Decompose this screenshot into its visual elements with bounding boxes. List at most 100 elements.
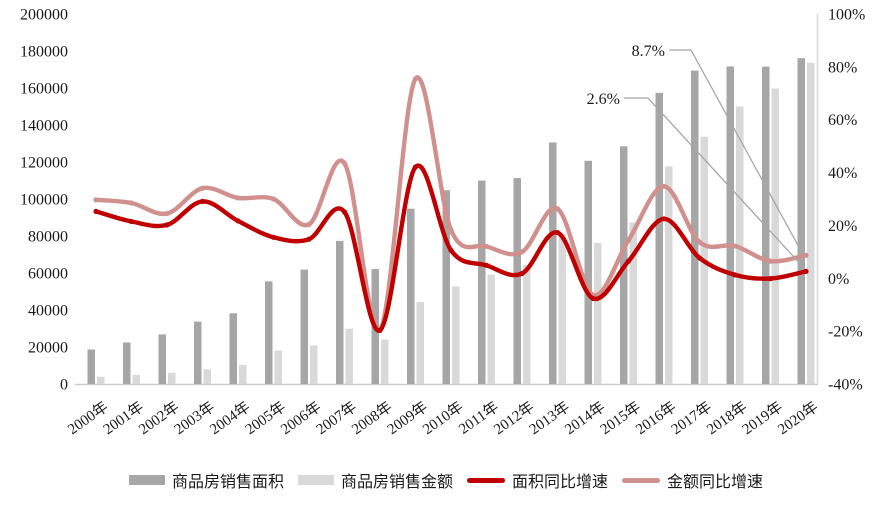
bar — [265, 281, 273, 384]
data-point-marker — [235, 195, 241, 201]
x-axis-tick-label: 2009年 — [384, 398, 431, 438]
data-point-marker — [199, 198, 206, 204]
left-axis-tick-label: 200000 — [20, 7, 68, 24]
data-point-marker — [732, 272, 738, 278]
data-point-marker — [696, 255, 703, 261]
data-point-marker — [93, 208, 99, 214]
data-point-marker — [164, 210, 170, 217]
bar — [229, 313, 237, 384]
data-point-marker — [483, 262, 490, 268]
annotation: 8.7% — [632, 43, 799, 246]
data-point-marker — [448, 247, 454, 253]
bar — [736, 106, 744, 384]
x-axis-tick-label: 2005年 — [242, 398, 289, 438]
data-point-marker — [341, 160, 348, 166]
x-axis-tick-label: 2001年 — [100, 398, 147, 438]
bar — [478, 180, 486, 384]
bar — [655, 92, 663, 385]
left-axis-tick-label: 120000 — [20, 155, 68, 172]
x-axis-tick-label: 2010年 — [420, 398, 467, 438]
left-axis-tick-label: 180000 — [20, 44, 68, 61]
left-axis-tick-label: 100000 — [20, 192, 68, 209]
data-point-marker — [270, 196, 277, 202]
data-point-marker — [767, 276, 774, 282]
x-axis-tick-label: 2007年 — [313, 398, 360, 438]
bar — [629, 222, 637, 384]
x-axis-tick-label: 2008年 — [349, 398, 396, 438]
bar — [123, 342, 131, 384]
x-axis-tick-label: 2019年 — [739, 398, 786, 438]
data-point-marker — [306, 236, 312, 242]
left-axis-tick-label: 20000 — [28, 340, 68, 357]
annotation-leader-line — [624, 97, 799, 262]
bar — [691, 70, 699, 384]
bar — [381, 339, 389, 384]
data-point-marker — [661, 183, 667, 189]
left-axis-tick-label: 60000 — [28, 266, 68, 283]
bar — [300, 269, 308, 384]
line-swatch-icon — [622, 477, 661, 483]
annotation: 2.6% — [587, 91, 799, 262]
bar — [194, 321, 202, 384]
line-path — [93, 163, 809, 333]
right-axis-tick-label: -20% — [828, 324, 863, 341]
bar — [523, 264, 531, 384]
data-point-marker — [377, 327, 383, 333]
data-point-marker — [341, 209, 348, 215]
data-point-marker — [803, 252, 809, 258]
bar-series-1 — [97, 62, 815, 385]
bar — [584, 160, 592, 384]
bar — [452, 286, 460, 384]
bar — [442, 190, 450, 384]
bar-swatch-icon — [297, 475, 334, 485]
bar — [807, 62, 815, 385]
bar — [345, 328, 353, 384]
data-point-marker — [412, 164, 419, 170]
x-axis-tick-label: 2013年 — [526, 398, 573, 438]
data-point-marker — [412, 76, 419, 82]
data-point-marker — [590, 295, 596, 301]
right-axis-tick-label: 20% — [828, 218, 857, 235]
bar — [158, 334, 166, 384]
left-axis-tick-label: 80000 — [28, 229, 68, 246]
bar — [487, 274, 495, 384]
x-axis-tick-label: 2020年 — [775, 398, 822, 438]
data-point-marker — [554, 230, 561, 236]
x-axis-tick-label: 2002年 — [136, 398, 183, 438]
bar — [274, 350, 282, 384]
bar — [132, 375, 140, 384]
bar — [416, 301, 424, 384]
data-point-marker — [270, 234, 277, 240]
data-point-marker — [625, 258, 632, 264]
left-axis-tick-label: 0 — [60, 377, 68, 394]
bar — [97, 376, 105, 384]
x-axis-tick-label: 2015年 — [597, 398, 644, 438]
bar — [665, 166, 673, 384]
bar — [310, 345, 318, 384]
data-point-marker — [554, 206, 561, 212]
data-point-marker — [93, 197, 99, 203]
left-axis-tick-label: 40000 — [28, 303, 68, 320]
bar-swatch-icon — [128, 475, 165, 485]
annotation-label: 8.7% — [632, 43, 665, 60]
chart-legend: 商品房销售面积 商品房销售金额 面积同比增速 金额同比增速 — [0, 468, 892, 492]
data-point-marker — [128, 218, 135, 225]
data-point-marker — [128, 200, 135, 206]
x-axis-tick-label: 2016年 — [633, 398, 680, 438]
left-axis-tick-label: 160000 — [20, 81, 68, 98]
bar — [407, 208, 415, 384]
bar — [203, 369, 211, 384]
line-swatch-icon — [467, 477, 505, 483]
data-point-marker — [803, 268, 809, 274]
x-axis-tick-label: 2012年 — [491, 398, 538, 438]
bar — [87, 349, 95, 384]
data-point-marker — [625, 237, 632, 243]
data-point-marker — [235, 218, 241, 224]
bar — [336, 240, 344, 384]
bar — [762, 66, 770, 384]
annotation-label: 2.6% — [587, 91, 620, 108]
data-point-marker — [661, 216, 667, 222]
bar — [797, 58, 805, 384]
legend-label: 金额同比增速 — [667, 474, 764, 491]
